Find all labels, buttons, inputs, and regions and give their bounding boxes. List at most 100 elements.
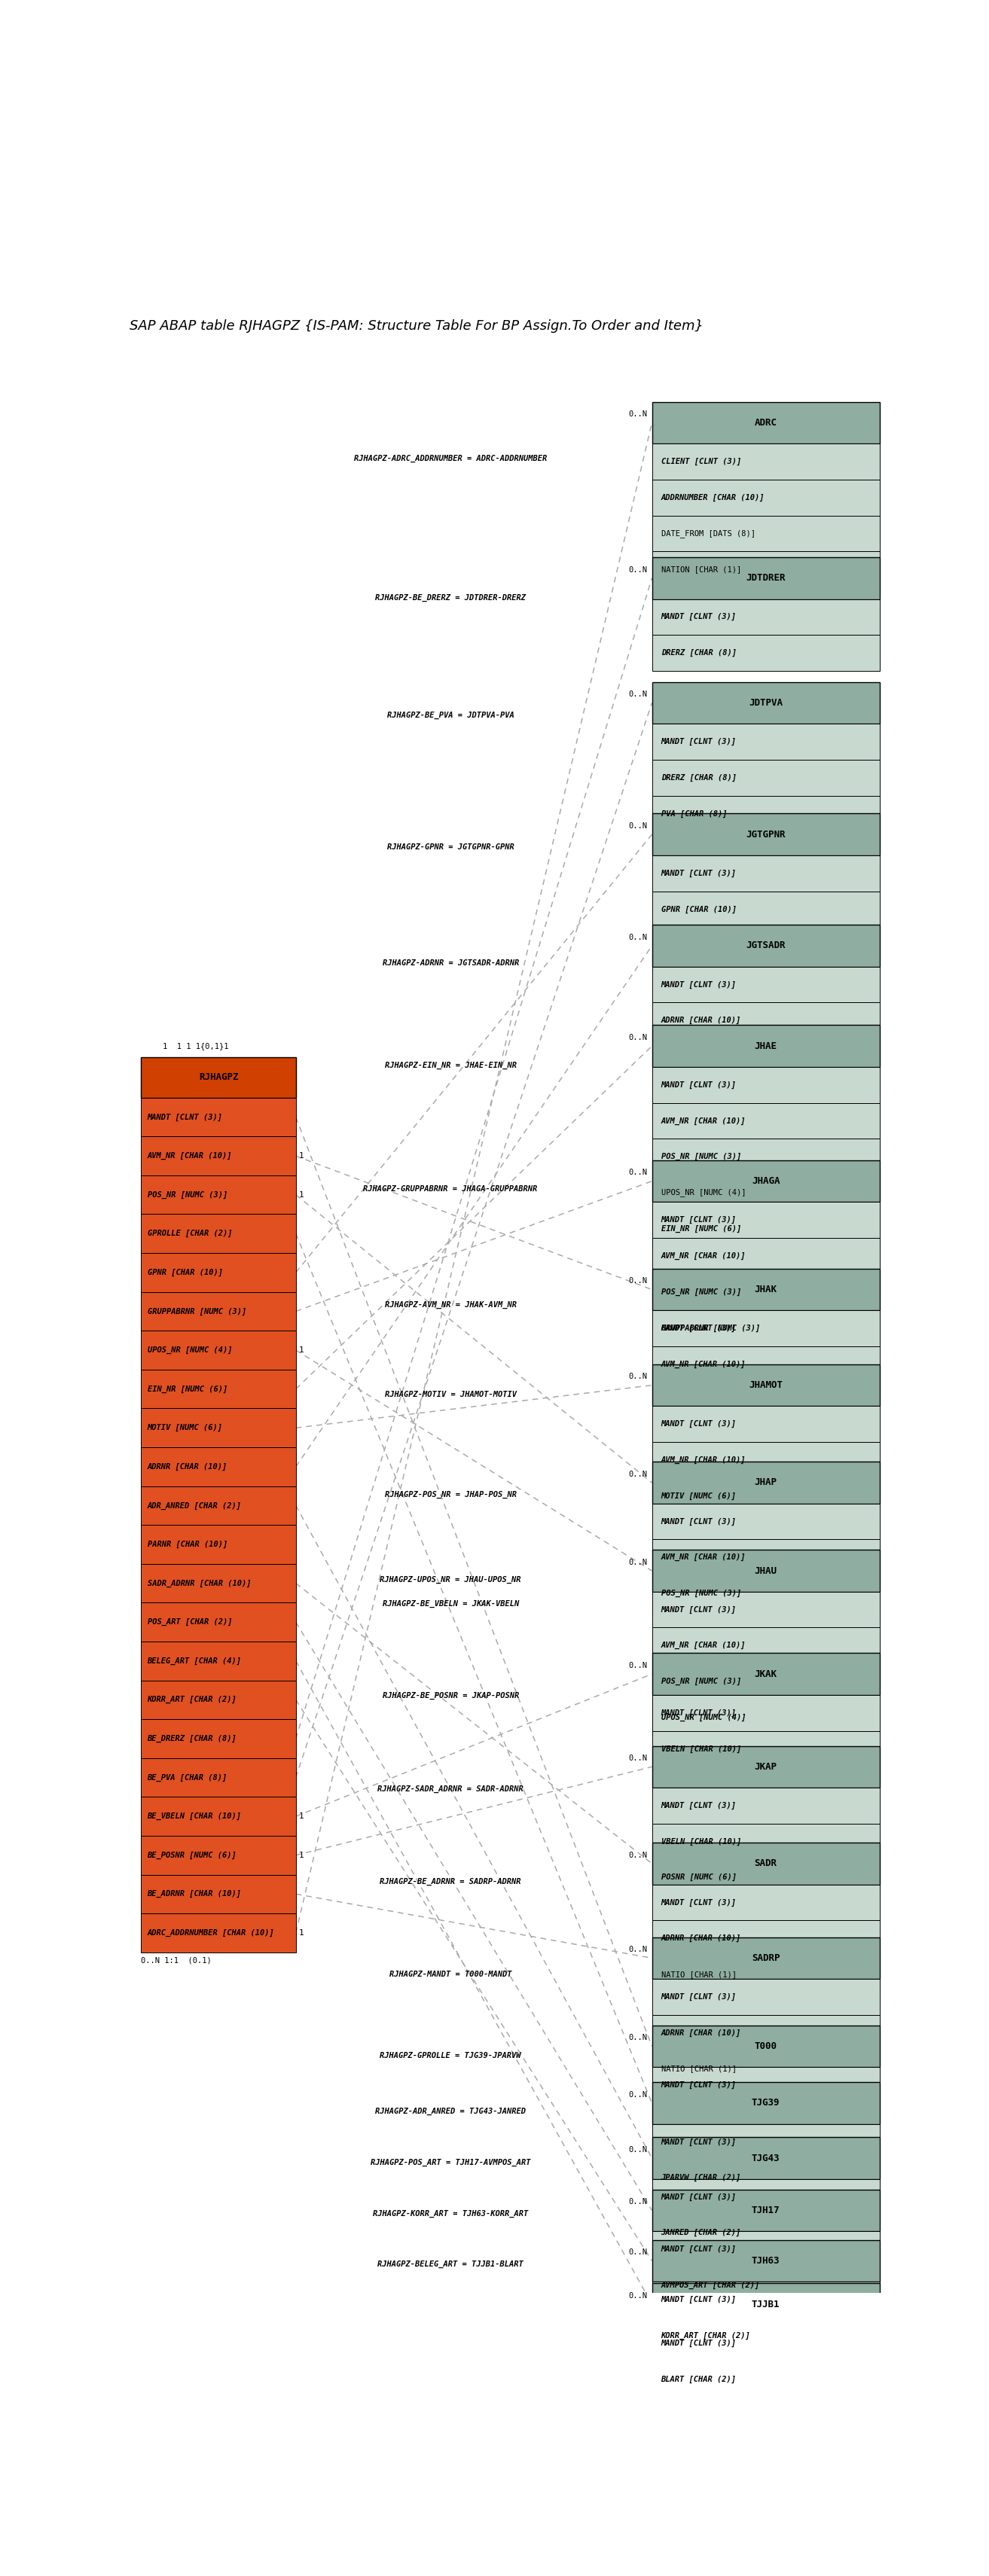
- FancyBboxPatch shape: [652, 402, 879, 443]
- Text: AVMPOS_ART [CHAR (2)]: AVMPOS_ART [CHAR (2)]: [661, 2282, 760, 2290]
- FancyBboxPatch shape: [652, 2050, 879, 2087]
- FancyBboxPatch shape: [652, 1577, 879, 1613]
- FancyBboxPatch shape: [141, 1213, 296, 1252]
- Text: JHAE: JHAE: [755, 1041, 777, 1051]
- Text: RJHAGPZ-GRUPPABRNR = JHAGA-GRUPPABRNR: RJHAGPZ-GRUPPABRNR = JHAGA-GRUPPABRNR: [363, 1185, 538, 1193]
- Text: 0..N: 0..N: [628, 1033, 647, 1041]
- Text: RJHAGPZ-BE_DRERZ = JDTDRER-DRERZ: RJHAGPZ-BE_DRERZ = JDTDRER-DRERZ: [375, 595, 526, 603]
- FancyBboxPatch shape: [652, 1540, 879, 1577]
- FancyBboxPatch shape: [652, 1664, 879, 1700]
- Text: JDTPVA: JDTPVA: [749, 698, 782, 708]
- Text: 1: 1: [299, 1347, 304, 1355]
- Text: AVM_NR [CHAR (10)]: AVM_NR [CHAR (10)]: [661, 1360, 746, 1368]
- Text: MANDT [CLNT (3)]: MANDT [CLNT (3)]: [661, 1324, 737, 1332]
- FancyBboxPatch shape: [652, 2282, 879, 2326]
- Text: BE_POSNR [NUMC (6)]: BE_POSNR [NUMC (6)]: [147, 1852, 236, 1860]
- Text: PVA [CHAR (8)]: PVA [CHAR (8)]: [661, 809, 727, 817]
- Text: 0..N: 0..N: [628, 1852, 647, 1860]
- FancyBboxPatch shape: [141, 1409, 296, 1448]
- Text: RJHAGPZ-GPNR = JGTGPNR-GPNR: RJHAGPZ-GPNR = JGTGPNR-GPNR: [387, 842, 514, 850]
- Text: MANDT [CLNT (3)]: MANDT [CLNT (3)]: [661, 613, 737, 621]
- Text: MANDT [CLNT (3)]: MANDT [CLNT (3)]: [661, 1605, 737, 1613]
- Text: POS_NR [NUMC (3)]: POS_NR [NUMC (3)]: [661, 1677, 741, 1685]
- FancyBboxPatch shape: [652, 1443, 879, 1479]
- Text: RJHAGPZ-BE_ADRNR = SADRP-ADRNR: RJHAGPZ-BE_ADRNR = SADRP-ADRNR: [380, 1878, 521, 1886]
- Text: 1  1 1 1{0,1}1: 1 1 1 1{0,1}1: [162, 1043, 228, 1048]
- Text: 0..N: 0..N: [628, 1278, 647, 1285]
- Text: RJHAGPZ-POS_ART = TJH17-AVMPOS_ART: RJHAGPZ-POS_ART = TJH17-AVMPOS_ART: [371, 2159, 530, 2166]
- Text: BE_VBELN [CHAR (10)]: BE_VBELN [CHAR (10)]: [147, 1814, 241, 1821]
- FancyBboxPatch shape: [652, 1139, 879, 1175]
- FancyBboxPatch shape: [652, 1978, 879, 2014]
- FancyBboxPatch shape: [652, 1937, 879, 1978]
- FancyBboxPatch shape: [652, 2326, 879, 2362]
- FancyBboxPatch shape: [652, 1479, 879, 1515]
- Text: RJHAGPZ-BE_POSNR = JKAP-POSNR: RJHAGPZ-BE_POSNR = JKAP-POSNR: [383, 1692, 519, 1700]
- Text: MANDT [CLNT (3)]: MANDT [CLNT (3)]: [661, 2339, 737, 2347]
- FancyBboxPatch shape: [652, 1406, 879, 1443]
- FancyBboxPatch shape: [652, 1592, 879, 1628]
- FancyBboxPatch shape: [652, 479, 879, 515]
- FancyBboxPatch shape: [652, 724, 879, 760]
- Text: 1: 1: [299, 1151, 304, 1159]
- Text: 0..N: 0..N: [628, 1662, 647, 1669]
- FancyBboxPatch shape: [141, 1641, 296, 1680]
- FancyBboxPatch shape: [652, 1309, 879, 1345]
- FancyBboxPatch shape: [652, 2190, 879, 2231]
- FancyBboxPatch shape: [141, 1370, 296, 1409]
- Text: JHAGA: JHAGA: [752, 1177, 780, 1185]
- Text: AVM_NR [CHAR (10)]: AVM_NR [CHAR (10)]: [661, 1118, 746, 1126]
- Text: AVM_NR [CHAR (10)]: AVM_NR [CHAR (10)]: [147, 1151, 232, 1159]
- Text: MANDT [CLNT (3)]: MANDT [CLNT (3)]: [661, 1517, 737, 1525]
- Text: POS_NR [NUMC (3)]: POS_NR [NUMC (3)]: [147, 1190, 227, 1198]
- FancyBboxPatch shape: [652, 2231, 879, 2267]
- FancyBboxPatch shape: [652, 2138, 879, 2179]
- Text: JKAK: JKAK: [755, 1669, 777, 1680]
- Text: POS_NR [NUMC (3)]: POS_NR [NUMC (3)]: [661, 1154, 741, 1162]
- Text: NATIO [CHAR (1)]: NATIO [CHAR (1)]: [661, 2066, 737, 2074]
- FancyBboxPatch shape: [141, 1837, 296, 1875]
- Text: JGTGPNR: JGTGPNR: [746, 829, 785, 840]
- Text: CLIENT [CLNT (3)]: CLIENT [CLNT (3)]: [661, 459, 741, 466]
- FancyBboxPatch shape: [652, 1824, 879, 1860]
- Text: DRERZ [CHAR (8)]: DRERZ [CHAR (8)]: [661, 649, 737, 657]
- FancyBboxPatch shape: [652, 683, 879, 724]
- Text: SAP ABAP table RJHAGPZ {IS-PAM: Structure Table For BP Assign.To Order and Item}: SAP ABAP table RJHAGPZ {IS-PAM: Structur…: [130, 319, 703, 332]
- Text: RJHAGPZ-AVM_NR = JHAK-AVM_NR: RJHAGPZ-AVM_NR = JHAK-AVM_NR: [385, 1301, 516, 1309]
- Text: RJHAGPZ-MANDT = T000-MANDT: RJHAGPZ-MANDT = T000-MANDT: [390, 1971, 511, 1978]
- Text: TJH63: TJH63: [752, 2257, 780, 2267]
- Text: 1: 1: [299, 1814, 304, 1821]
- Text: 0..N: 0..N: [628, 1558, 647, 1566]
- FancyBboxPatch shape: [141, 1718, 296, 1757]
- FancyBboxPatch shape: [652, 796, 879, 832]
- FancyBboxPatch shape: [652, 2318, 879, 2354]
- Text: TJG43: TJG43: [752, 2154, 780, 2164]
- Text: 0..N 1:1  (0.1): 0..N 1:1 (0.1): [141, 1958, 212, 1965]
- Text: JHAK: JHAK: [755, 1285, 777, 1296]
- FancyBboxPatch shape: [141, 1757, 296, 1798]
- FancyBboxPatch shape: [652, 891, 879, 927]
- Text: POS_NR [NUMC (3)]: POS_NR [NUMC (3)]: [661, 1288, 741, 1296]
- FancyBboxPatch shape: [652, 1025, 879, 1066]
- FancyBboxPatch shape: [652, 1628, 879, 1664]
- FancyBboxPatch shape: [652, 1347, 879, 1383]
- Text: MANDT [CLNT (3)]: MANDT [CLNT (3)]: [661, 2192, 737, 2200]
- Text: BLART [CHAR (2)]: BLART [CHAR (2)]: [661, 2375, 737, 2383]
- Text: POSNR [NUMC (6)]: POSNR [NUMC (6)]: [661, 1873, 737, 1880]
- Text: JHAU: JHAU: [755, 1566, 777, 1577]
- FancyBboxPatch shape: [652, 1203, 879, 1239]
- Text: PARNR [CHAR (10)]: PARNR [CHAR (10)]: [147, 1540, 227, 1548]
- FancyBboxPatch shape: [141, 1448, 296, 1486]
- Text: RJHAGPZ-UPOS_NR = JHAU-UPOS_NR: RJHAGPZ-UPOS_NR = JHAU-UPOS_NR: [380, 1577, 521, 1584]
- Text: RJHAGPZ-GPROLLE = TJG39-JPARVW: RJHAGPZ-GPROLLE = TJG39-JPARVW: [380, 2050, 521, 2058]
- FancyBboxPatch shape: [652, 966, 879, 1002]
- Text: EIN_NR [NUMC (6)]: EIN_NR [NUMC (6)]: [661, 1224, 741, 1231]
- Text: ADRNR [CHAR (10)]: ADRNR [CHAR (10)]: [147, 1463, 227, 1471]
- Text: MANDT [CLNT (3)]: MANDT [CLNT (3)]: [661, 737, 737, 744]
- FancyBboxPatch shape: [652, 760, 879, 796]
- FancyBboxPatch shape: [141, 1680, 296, 1718]
- Text: BELEG_ART [CHAR (4)]: BELEG_ART [CHAR (4)]: [147, 1656, 241, 1664]
- Text: T000: T000: [755, 2040, 777, 2050]
- FancyBboxPatch shape: [652, 443, 879, 479]
- Text: SADRP: SADRP: [752, 1953, 780, 1963]
